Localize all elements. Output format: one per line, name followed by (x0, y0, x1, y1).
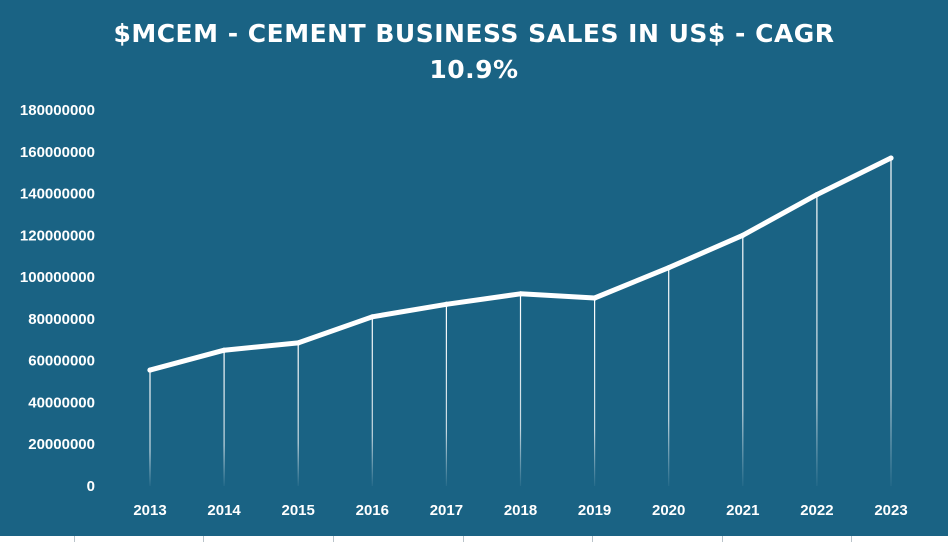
x-tick-label: 2015 (282, 502, 315, 519)
data-point (147, 367, 153, 373)
data-point (740, 232, 746, 238)
drop-line (445, 304, 447, 486)
drop-line (816, 194, 818, 486)
data-point (369, 314, 375, 320)
drop-line (371, 316, 373, 486)
y-tick-label: 120000000 (20, 227, 95, 244)
x-tick-label: 2023 (874, 502, 907, 519)
y-tick-label: 180000000 (20, 102, 95, 119)
x-tick-label: 2021 (726, 502, 759, 519)
x-tick-label: 2018 (504, 502, 537, 519)
x-tick-label: 2019 (578, 502, 611, 519)
strip-divider (722, 536, 723, 542)
y-tick-label: 20000000 (28, 436, 95, 453)
drop-line (519, 293, 522, 486)
chart-subtitle: 10.9% (429, 55, 519, 84)
y-tick-label: 0 (87, 478, 95, 495)
chart-title-block: $MCEM - CEMENT BUSINESS SALES IN US$ - C… (0, 16, 948, 88)
strip-divider (74, 536, 75, 542)
x-tick-label: 2014 (207, 502, 241, 519)
data-point (221, 347, 227, 353)
data-point (888, 155, 894, 161)
data-point (666, 265, 672, 271)
y-tick-label: 40000000 (28, 394, 95, 411)
series-layer (147, 155, 894, 373)
chart-title: $MCEM - CEMENT BUSINESS SALES IN US$ - C… (113, 19, 835, 48)
data-point (443, 301, 449, 307)
x-tick-label: 2013 (133, 502, 166, 519)
y-tick-label: 140000000 (20, 186, 95, 203)
x-tick-label: 2016 (356, 502, 389, 519)
drop-line (297, 342, 299, 486)
drop-line (668, 267, 670, 486)
drop-line (149, 370, 151, 486)
y-tick-label: 160000000 (20, 144, 95, 161)
data-point (592, 295, 598, 301)
y-tick-label: 80000000 (28, 311, 95, 328)
strip-divider (463, 536, 464, 542)
x-tick-label: 2017 (430, 502, 463, 519)
x-tick-label: 2020 (652, 502, 685, 519)
y-tick-label: 100000000 (20, 269, 95, 286)
data-point (814, 192, 820, 198)
drop-line (594, 298, 596, 486)
data-point (517, 291, 524, 297)
strip-divider (203, 536, 204, 542)
x-axis: 2013 2014 2015 2016 2017 2018 2019 2020 2021 2022… (133, 502, 907, 519)
bottom-strip (0, 536, 948, 542)
drop-line (742, 235, 744, 486)
drop-line (223, 350, 225, 486)
y-axis: 0 20000000 40000000 60000000 80000000 1000000… (20, 102, 95, 495)
strip-divider (592, 536, 593, 542)
drop-line (890, 158, 892, 487)
y-tick-label: 60000000 (28, 353, 95, 370)
drop-lines (149, 158, 892, 487)
data-point (295, 340, 301, 346)
strip-divider (333, 536, 334, 542)
strip-divider (851, 536, 852, 542)
x-tick-label: 2022 (800, 502, 833, 519)
